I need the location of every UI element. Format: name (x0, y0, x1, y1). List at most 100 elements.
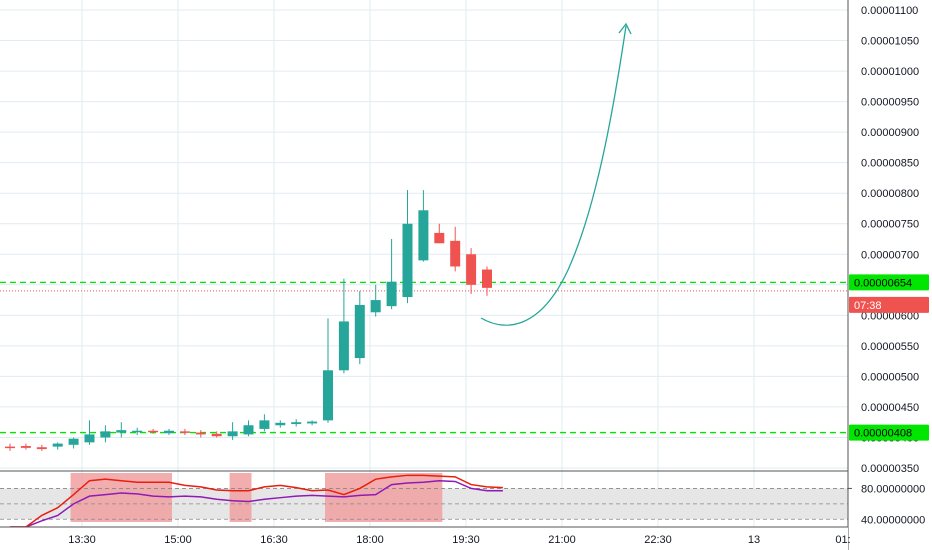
candle (466, 248, 477, 294)
price-tick-label: 0.00001000 (861, 66, 919, 78)
price-tick-label: 0.00000700 (861, 249, 919, 261)
candle (132, 427, 143, 436)
price-tick-label: 0.00000750 (861, 219, 919, 231)
resistance-price-tag-bg (849, 274, 929, 291)
overbought-zone (229, 473, 252, 522)
candle (179, 428, 190, 436)
oscillator-tick-label: 80.00000000 (861, 483, 925, 495)
candle-body (116, 430, 127, 433)
time-tick-label: 19:30 (452, 534, 480, 546)
candle-body (132, 430, 143, 433)
time-axis-bg (0, 527, 848, 550)
candle-body (36, 447, 47, 450)
candle-body (402, 223, 413, 298)
candle (402, 190, 413, 304)
candle-body (243, 425, 254, 435)
candle (211, 431, 222, 438)
candle-body (291, 422, 302, 425)
time-tick-label: 22:30 (644, 534, 672, 546)
candle-body (418, 210, 429, 261)
price-tick-label: 0.00001100 (861, 5, 918, 17)
candle (307, 420, 318, 426)
candle-body (338, 321, 349, 371)
candle-body (195, 432, 206, 435)
candle (418, 190, 429, 262)
candle (100, 425, 111, 443)
price-tick-label: 0.00000950 (861, 97, 919, 109)
price-tick-label: 0.00000850 (861, 158, 919, 170)
price-tick-label: 0.00000350 (861, 463, 919, 475)
projection-arrow[interactable] (480, 25, 627, 326)
candle-body (466, 254, 477, 285)
candle (52, 442, 63, 450)
candle-body (307, 421, 318, 424)
time-tick-label: 13:30 (68, 534, 96, 546)
candle-body (323, 370, 333, 421)
candle (482, 266, 492, 296)
price-tick-label: 0.00000450 (861, 402, 919, 414)
candle (338, 278, 349, 374)
candle-body (354, 304, 365, 359)
price-tick-label: 0.00000600 (861, 310, 919, 322)
candle-body (84, 434, 95, 443)
candle-body (227, 431, 238, 437)
candle (259, 414, 270, 432)
candle (5, 443, 15, 451)
candle-body (386, 281, 397, 307)
time-tick-label: 16:30 (260, 534, 288, 546)
price-tick-label: 0.00000500 (861, 371, 919, 383)
candle (20, 443, 31, 450)
candle-body (52, 443, 63, 447)
candles (5, 190, 492, 451)
candle-body (434, 232, 445, 244)
candle-body (211, 433, 222, 437)
candle (323, 318, 333, 423)
time-tick-label: 13 (748, 534, 760, 546)
resistance-price-tag: 0.00000654 (854, 277, 912, 289)
oscillator-line-a (10, 479, 503, 527)
candle (227, 422, 238, 440)
candle (450, 226, 461, 272)
price-tick-label: 0.00001050 (861, 36, 919, 48)
candle-body (148, 430, 159, 433)
candle-body (450, 240, 461, 267)
oscillator-tick-label: 40.00000000 (861, 514, 925, 526)
candle (164, 428, 174, 436)
candle-body (164, 430, 174, 434)
candle (148, 428, 159, 434)
price-tick-label: 0.00000900 (861, 127, 919, 139)
support-price-tag: 0.00000408 (854, 428, 912, 440)
candle (386, 239, 397, 310)
candle (354, 290, 365, 365)
countdown-tag-bg (849, 296, 929, 313)
price-tags: 0.00000654 07:38 0.00000408 (849, 274, 929, 441)
countdown-tag: 07:38 (854, 300, 882, 312)
support-price-tag-bg (849, 424, 929, 441)
candle-body (68, 438, 79, 445)
time-tick-label: 15:00 (164, 534, 192, 546)
candle (36, 444, 47, 451)
candle-body (20, 446, 31, 448)
candle (116, 422, 127, 438)
horizontal-levels[interactable] (0, 281, 848, 434)
candle-body (5, 446, 15, 449)
candle-body (100, 431, 111, 438)
candle (243, 420, 254, 437)
time-tick-label: 01: (835, 534, 850, 546)
candle (84, 420, 95, 445)
candle (275, 420, 286, 428)
time-tick-label: 21:00 (548, 534, 576, 546)
candle-body (179, 431, 190, 433)
candle (291, 419, 302, 427)
projection-arrowhead (618, 22, 632, 35)
time-axis[interactable]: 13:30 15:00 16:30 18:00 19:30 21:00 22:30 13 01: (0, 526, 851, 550)
oscillator-pane (0, 473, 848, 527)
price-tick-label: 0.00000550 (861, 341, 919, 353)
candle-body (259, 420, 270, 429)
candle-body (275, 422, 286, 426)
grid-lines (0, 0, 848, 527)
candle-body (370, 300, 381, 313)
candle-body (482, 269, 492, 288)
